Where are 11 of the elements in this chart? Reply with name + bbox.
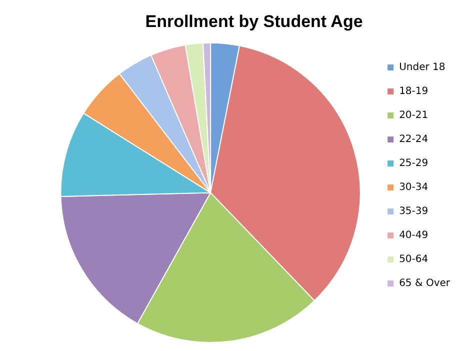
chart-title: Enrollment by Student Age: [145, 12, 363, 31]
legend-label: 18-19: [399, 86, 428, 98]
legend-label: Under 18: [399, 62, 446, 74]
legend-label: 25-29: [399, 158, 428, 170]
legend-label: 35-39: [399, 206, 428, 218]
legend-label: 20-21: [399, 110, 428, 122]
legend-label: 40-49: [399, 230, 428, 242]
legend-label: 50-64: [399, 254, 428, 266]
legend-label: 65 & Over: [399, 278, 451, 290]
legend-label: 30-34: [399, 182, 428, 194]
legend-label: 22-24: [399, 134, 428, 146]
